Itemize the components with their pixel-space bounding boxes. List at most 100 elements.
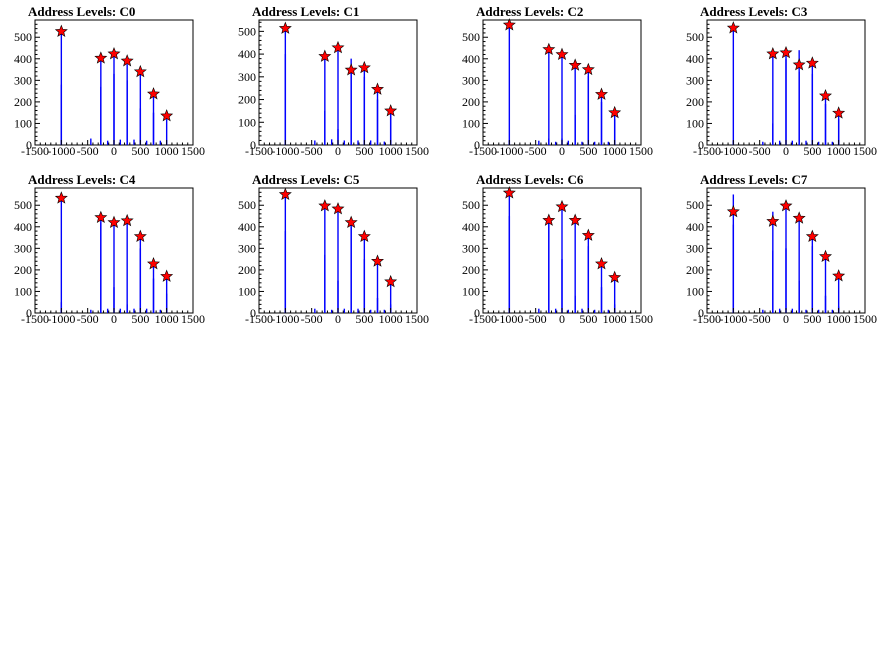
x-tick-label: -500 <box>749 312 771 326</box>
x-tick-label: 0 <box>335 312 341 326</box>
peak-marker <box>555 199 569 213</box>
peak-marker <box>832 106 846 119</box>
y-tick-label: 400 <box>462 220 480 234</box>
chart-title: Address Levels: C1 <box>252 4 359 19</box>
chart-title: Address Levels: C6 <box>476 172 584 187</box>
y-tick-label: 200 <box>686 95 704 109</box>
y-tick-label: 200 <box>238 263 256 277</box>
peak-marker <box>371 254 384 267</box>
peak-marker <box>54 24 68 37</box>
peak-marker <box>726 21 740 34</box>
x-tick-label: 0 <box>783 144 789 158</box>
x-tick-label: -1500 <box>245 312 273 326</box>
x-tick-label: 500 <box>803 144 821 158</box>
peak-marker <box>568 58 582 71</box>
peak-marker <box>581 62 595 76</box>
peak-marker <box>331 40 345 54</box>
x-tick-label: -1000 <box>495 312 523 326</box>
y-tick-label: 100 <box>462 284 480 298</box>
peak-marker <box>357 229 371 243</box>
peak-marker <box>595 257 608 270</box>
x-tick-label: 0 <box>335 144 341 158</box>
chart-panel-0: Address Levels: C00100200300400500-1500-… <box>14 4 205 158</box>
y-tick-label: 0 <box>26 138 32 152</box>
peak-marker <box>819 89 832 102</box>
y-tick-label: 500 <box>462 198 480 212</box>
peak-marker <box>344 215 358 229</box>
y-tick-label: 300 <box>686 73 704 87</box>
y-tick-label: 200 <box>686 263 704 277</box>
x-tick-label: 500 <box>579 312 597 326</box>
peak-marker <box>318 49 332 62</box>
y-tick-label: 400 <box>238 47 256 61</box>
y-tick-label: 0 <box>698 306 704 320</box>
x-tick-label: 500 <box>355 312 373 326</box>
peak-marker <box>160 269 174 282</box>
x-tick-label: -1500 <box>21 144 49 158</box>
x-tick-label: -1000 <box>271 144 299 158</box>
y-tick-label: 300 <box>14 73 32 87</box>
x-tick-label: 1500 <box>181 144 205 158</box>
y-tick-label: 200 <box>462 95 480 109</box>
x-tick-label: -1500 <box>245 144 273 158</box>
x-tick-label: -500 <box>77 312 99 326</box>
peak-marker <box>318 199 332 212</box>
y-tick-label: 0 <box>250 138 256 152</box>
chart-title: Address Levels: C5 <box>252 172 360 187</box>
x-tick-label: 1000 <box>155 312 179 326</box>
peak-marker <box>779 199 793 212</box>
x-tick-label: 500 <box>131 144 149 158</box>
x-tick-label: 0 <box>559 312 565 326</box>
peak-marker <box>133 64 147 78</box>
peak-marker <box>805 56 819 69</box>
peak-marker <box>94 210 108 224</box>
peak-marker <box>568 213 582 226</box>
y-tick-label: 100 <box>14 284 32 298</box>
x-tick-label: -1500 <box>469 144 497 158</box>
peak-marker <box>779 45 793 59</box>
peak-marker <box>344 63 358 76</box>
chart-title: Address Levels: C0 <box>28 4 135 19</box>
peak-marker <box>54 191 68 204</box>
peak-marker <box>160 109 174 122</box>
peak-marker <box>278 21 292 34</box>
y-tick-label: 200 <box>14 263 32 277</box>
x-tick-label: -1500 <box>21 312 49 326</box>
chart-title: Address Levels: C2 <box>476 4 583 19</box>
peak-marker <box>555 47 569 61</box>
x-tick-label: -1500 <box>693 144 721 158</box>
y-tick-label: 300 <box>462 73 480 87</box>
chart-panel-6: Address Levels: C60100200300400500-1500-… <box>462 172 653 326</box>
y-tick-label: 500 <box>686 198 704 212</box>
x-tick-label: 0 <box>559 144 565 158</box>
x-tick-label: -500 <box>301 144 323 158</box>
x-tick-label: -1000 <box>271 312 299 326</box>
peak-marker <box>133 229 147 243</box>
peak-marker <box>384 274 398 288</box>
y-tick-label: 0 <box>698 138 704 152</box>
x-tick-label: 1000 <box>379 144 403 158</box>
x-tick-label: -500 <box>749 144 771 158</box>
peak-marker <box>542 213 556 226</box>
y-tick-label: 100 <box>238 115 256 129</box>
peak-marker <box>94 51 108 64</box>
x-tick-label: -1000 <box>47 312 75 326</box>
peak-marker <box>608 105 622 119</box>
x-tick-label: 1500 <box>853 144 877 158</box>
y-tick-label: 400 <box>686 52 704 66</box>
y-tick-label: 300 <box>686 241 704 255</box>
x-tick-label: -1000 <box>719 312 747 326</box>
x-tick-label: -1000 <box>47 144 75 158</box>
peak-marker <box>120 54 134 67</box>
x-tick-label: 1500 <box>181 312 205 326</box>
y-tick-label: 500 <box>686 30 704 44</box>
peak-marker <box>384 104 398 117</box>
peak-marker <box>792 211 806 224</box>
peak-marker <box>278 187 292 200</box>
peak-marker <box>371 82 384 95</box>
peak-marker <box>357 60 371 74</box>
peak-marker <box>805 229 819 243</box>
peak-marker <box>147 87 160 100</box>
y-tick-label: 100 <box>462 116 480 130</box>
